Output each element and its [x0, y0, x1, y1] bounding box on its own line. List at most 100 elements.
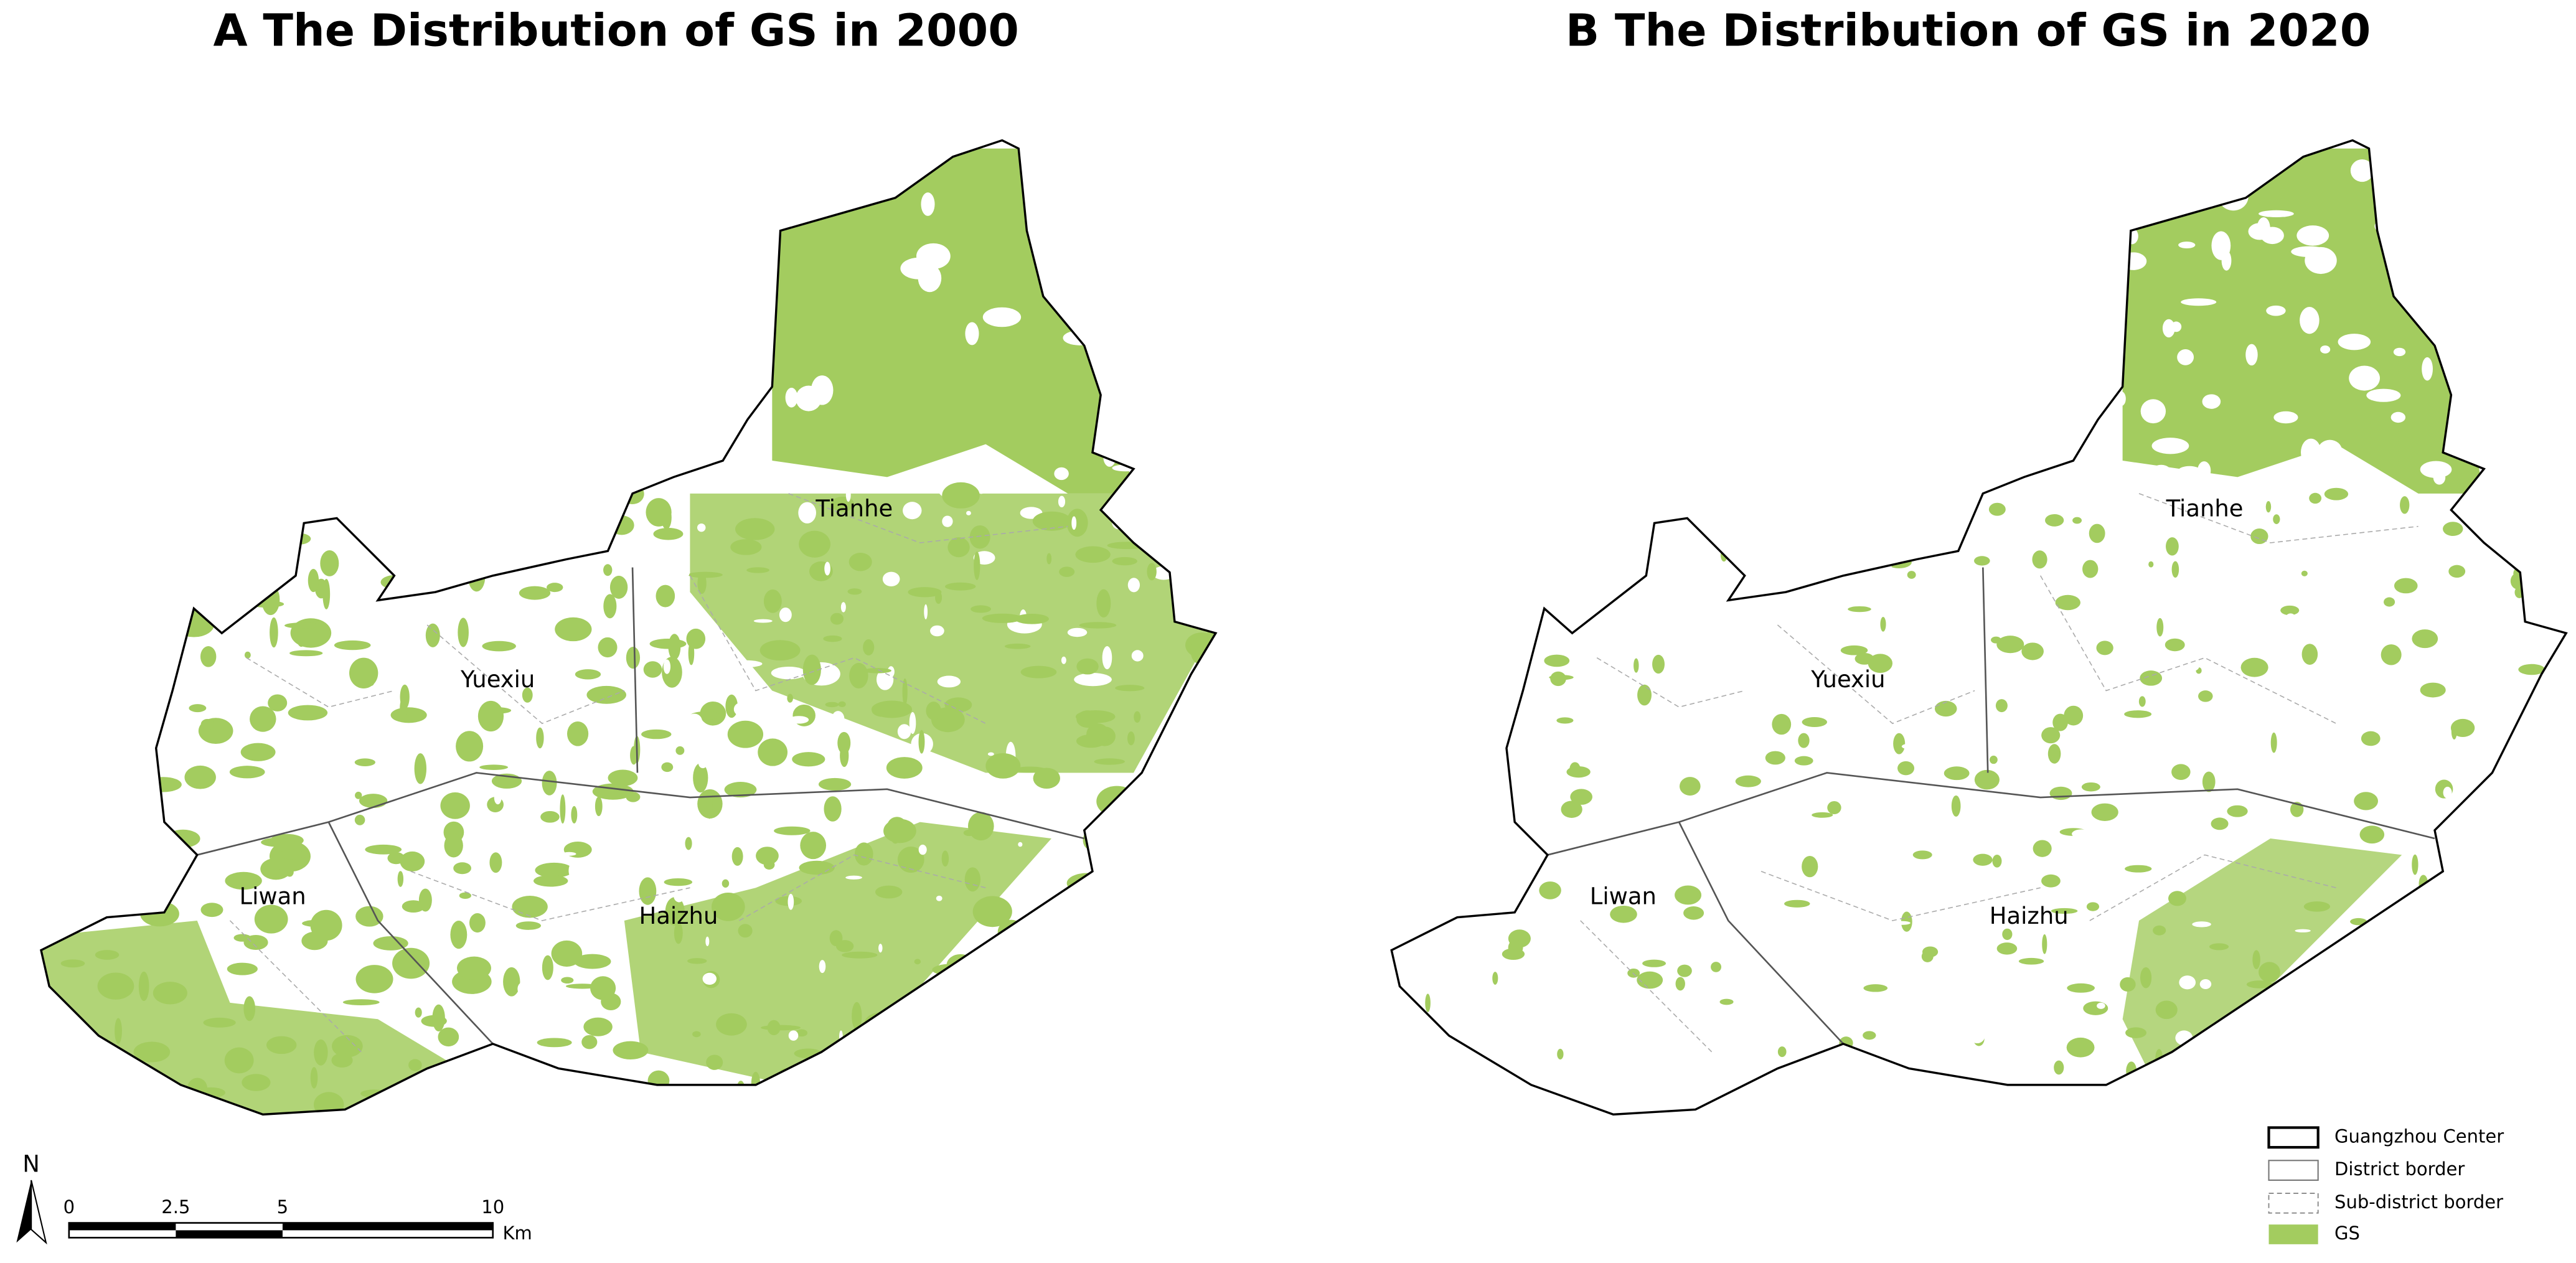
- gs-patch: [390, 707, 427, 723]
- gs-patch: [909, 711, 916, 735]
- gs-patch: [1094, 758, 1125, 765]
- gs-patch: [1032, 511, 1071, 531]
- gs-patch: [697, 523, 706, 532]
- gs-patch: [489, 852, 502, 873]
- scale-label: 0: [63, 1196, 75, 1218]
- gs-patch: [2301, 644, 2318, 665]
- gs-patch: [1192, 592, 1207, 616]
- gs-patch: [2117, 392, 2126, 406]
- gs-patch: [1982, 803, 1991, 814]
- gs-patch: [852, 1002, 862, 1030]
- gs-patch: [373, 936, 408, 951]
- gs-patch: [1677, 964, 1692, 977]
- gs-patch: [310, 1067, 318, 1089]
- gs-patch: [1179, 579, 1189, 596]
- gs-patch: [919, 1003, 939, 1026]
- gs-patch: [871, 700, 913, 718]
- gs-patch: [2198, 690, 2213, 702]
- gs-patch: [2379, 503, 2405, 525]
- gs-patch: [1147, 563, 1157, 581]
- gs-patch: [652, 692, 661, 701]
- gs-patch: [400, 851, 425, 871]
- gs-patch: [1179, 509, 1190, 521]
- gs-patch: [1475, 846, 1481, 865]
- legend-label: GS: [2334, 1223, 2360, 1244]
- gs-patch: [2122, 838, 2402, 1085]
- gs-patch: [1425, 993, 1431, 1013]
- gs-patch: [1058, 950, 1068, 972]
- gs-patch: [1802, 855, 1818, 878]
- gs-patch: [2427, 162, 2451, 181]
- gs-patch: [1642, 959, 1666, 967]
- gs-patch: [40, 1026, 63, 1046]
- gs-patch: [342, 999, 380, 1005]
- gs-patch: [985, 753, 1021, 779]
- gs-patch: [2547, 300, 2556, 321]
- gs-patch: [2042, 934, 2047, 954]
- gs-patch: [167, 579, 177, 611]
- gs-patch: [799, 530, 830, 558]
- gs-patch: [687, 958, 707, 964]
- gs-patch: [1926, 728, 1940, 738]
- gs-patch: [2033, 840, 2052, 857]
- gs-patch: [2478, 784, 2499, 794]
- gs-patch: [161, 512, 200, 535]
- gs-patch: [2202, 394, 2221, 409]
- gs-patch: [2353, 542, 2384, 570]
- gs-patch: [136, 674, 149, 698]
- gs-patch: [1826, 499, 1840, 517]
- gs-patch: [387, 852, 405, 865]
- gs-patch: [792, 752, 825, 767]
- gs-patch: [432, 1004, 445, 1032]
- gs-patch: [926, 702, 941, 720]
- gs-patch: [40, 685, 73, 709]
- gs-patch: [1492, 972, 1498, 985]
- gs-patch: [1162, 1025, 1172, 1054]
- district-border: [1547, 567, 2435, 1045]
- gs-patch: [2422, 357, 2433, 381]
- gs-patch: [710, 730, 727, 747]
- gs-patch: [2520, 571, 2548, 589]
- gs-patch: [1033, 768, 1060, 789]
- gs-patch: [847, 588, 862, 595]
- district-label: Yuexiu: [460, 666, 535, 693]
- gs-patch: [2019, 805, 2033, 815]
- gs-patch: [2389, 240, 2428, 253]
- gs-patch: [2518, 757, 2550, 776]
- gs-patch: [2295, 929, 2311, 932]
- gs-patch: [1989, 755, 1998, 764]
- gs-patch: [2470, 365, 2479, 379]
- gs-patch: [440, 792, 470, 819]
- gs-patch: [966, 510, 971, 515]
- gs-patch: [972, 896, 1012, 927]
- panel-title: B The Distribution of GS in 2020: [1566, 4, 2371, 56]
- gs-patch: [2273, 514, 2280, 524]
- gs-patch: [1448, 551, 1475, 567]
- gs-patch: [227, 962, 258, 975]
- gs-patch: [2193, 838, 2202, 847]
- gs-patch: [761, 1025, 801, 1031]
- gs-patch: [824, 561, 830, 576]
- gs-patch: [284, 622, 322, 629]
- gs-patch: [2427, 496, 2439, 523]
- gs-patch: [2349, 365, 2381, 391]
- gs-patch: [365, 844, 402, 855]
- gs-patch: [924, 604, 928, 619]
- gs-patch: [444, 833, 463, 858]
- gs-patch: [2419, 574, 2433, 583]
- gs-patch: [1112, 556, 1137, 566]
- gs-patch: [1193, 355, 1216, 363]
- gs-patch: [1134, 1033, 1164, 1049]
- gs-patch: [2032, 550, 2047, 569]
- gs-patch: [1973, 716, 1986, 728]
- gs-patch: [243, 934, 268, 951]
- gs-patch: [1079, 622, 1117, 629]
- sub-district-border: [1580, 493, 2419, 1053]
- gs-patch: [562, 852, 576, 856]
- gs-patch: [724, 782, 757, 798]
- gs-patch: [1993, 987, 2001, 1000]
- gs-patch: [641, 1106, 647, 1115]
- gs-patch: [2280, 605, 2300, 616]
- gs-patch: [908, 587, 942, 598]
- gs-patch: [2351, 761, 2364, 781]
